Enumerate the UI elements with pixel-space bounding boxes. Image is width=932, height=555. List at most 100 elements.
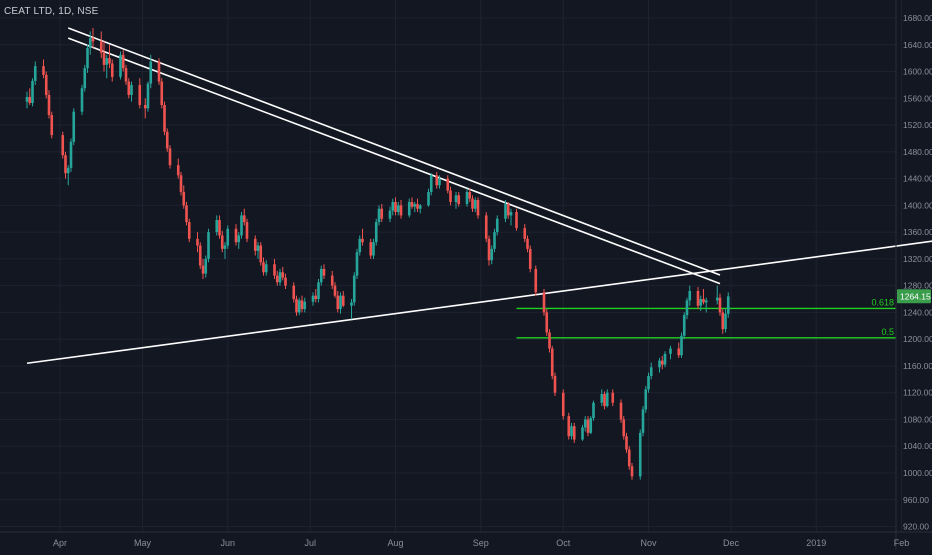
candle-body: [473, 200, 477, 209]
candle-body: [724, 313, 727, 330]
candle-body: [88, 38, 92, 49]
price-tick-label: 1240.00: [903, 307, 932, 317]
candle-body: [42, 66, 45, 75]
candle-body: [234, 228, 238, 243]
price-tick-label: 1160.00: [903, 361, 932, 371]
price-tick-label: 1360.00: [903, 227, 932, 237]
time-axis[interactable]: Apr May Jun Jul Aug Sep Oct Nov Dec 2019 Feb: [0, 531, 932, 548]
candle-body: [44, 74, 48, 95]
candle-body: [438, 178, 441, 186]
trendline: [67, 37, 721, 285]
candle-body: [204, 258, 208, 274]
candle-body: [201, 265, 205, 274]
candle-body: [446, 178, 450, 191]
candle-body: [704, 300, 708, 303]
candle-body: [352, 275, 356, 303]
candle-body: [515, 212, 518, 229]
candle-body: [526, 238, 529, 249]
price-tick-label: 1400.00: [903, 200, 932, 210]
candle-body: [330, 275, 334, 286]
candle-body: [630, 466, 634, 477]
candle-body: [638, 432, 642, 477]
candle-body: [262, 262, 265, 273]
candle-body: [484, 215, 488, 239]
candle-body: [504, 204, 507, 219]
candle-body: [66, 167, 70, 174]
candle-body: [468, 191, 472, 199]
candle-body: [207, 232, 210, 259]
candle-body: [297, 300, 301, 313]
candle-body: [644, 389, 648, 410]
current-price-badge: [897, 289, 931, 304]
candle-body: [545, 312, 549, 333]
candle-body: [372, 242, 375, 256]
candle-body: [542, 292, 546, 313]
price-tick-label: 1320.00: [903, 254, 932, 264]
candle-body: [718, 297, 722, 313]
candle-body: [457, 195, 461, 205]
price-axis[interactable]: 1680.00 1640.00 1600.00 1560.00 1520.00 1480.…: [895, 0, 932, 550]
price-tick-label: 1600.00: [903, 67, 932, 77]
candle-body: [380, 208, 384, 219]
candle-body: [523, 228, 527, 239]
candle-body: [550, 348, 554, 376]
price-tick-label: 1480.00: [903, 147, 932, 157]
candle-body: [688, 291, 692, 301]
candle-body: [660, 360, 664, 365]
candle-body: [300, 300, 304, 310]
candle-body: [237, 235, 241, 243]
candle-body: [218, 220, 221, 236]
candle-body: [80, 88, 84, 112]
candle-body: [187, 222, 191, 239]
candle-body: [449, 190, 452, 203]
candle-body: [165, 131, 169, 149]
candle-body: [605, 392, 609, 407]
candle-body: [259, 245, 263, 263]
candle-body: [622, 419, 626, 437]
candle-body: [108, 58, 111, 64]
candle-body: [240, 215, 243, 236]
time-tick-label: Apr: [53, 538, 67, 548]
time-tick-label: Nov: [640, 538, 657, 548]
price-tick-label: 1040.00: [903, 441, 932, 451]
candle-body: [476, 200, 480, 216]
candle-body: [548, 332, 551, 349]
candle-body: [682, 315, 686, 336]
candle-body: [553, 375, 557, 393]
candle-body: [322, 268, 326, 276]
candle-body: [303, 301, 307, 310]
candle-body: [160, 81, 164, 105]
candle-body: [413, 204, 417, 207]
price-tick-label: 1520.00: [903, 120, 932, 130]
time-tick-label: Sep: [473, 538, 489, 548]
candle-body: [292, 285, 296, 300]
candle-body: [377, 208, 381, 223]
time-tick-label: 2019: [806, 538, 826, 548]
candle-body: [487, 238, 491, 261]
candle-body: [86, 48, 89, 69]
fib-level-label: 0.618: [871, 297, 894, 307]
price-tick-label: 1280.00: [903, 281, 932, 291]
candle-body: [130, 84, 133, 95]
symbol-title: CEAT LTD, 1D, NSE: [4, 6, 99, 17]
candle-body: [465, 191, 469, 205]
candle-body: [495, 218, 499, 233]
candle-body: [418, 205, 422, 209]
candle-body: [99, 41, 103, 53]
trendline: [67, 27, 721, 276]
candle-body: [592, 402, 595, 419]
candle-body: [490, 248, 494, 261]
candle-body: [339, 295, 342, 310]
candle-body: [256, 245, 260, 251]
candle-body: [399, 205, 403, 216]
grid: [0, 0, 902, 532]
candle-body: [124, 68, 128, 82]
candle-body: [91, 38, 95, 42]
candle-body: [583, 419, 587, 428]
candle-body: [215, 220, 219, 233]
candle-body: [677, 348, 681, 356]
candle-body: [242, 215, 246, 223]
candle-body: [581, 427, 584, 440]
